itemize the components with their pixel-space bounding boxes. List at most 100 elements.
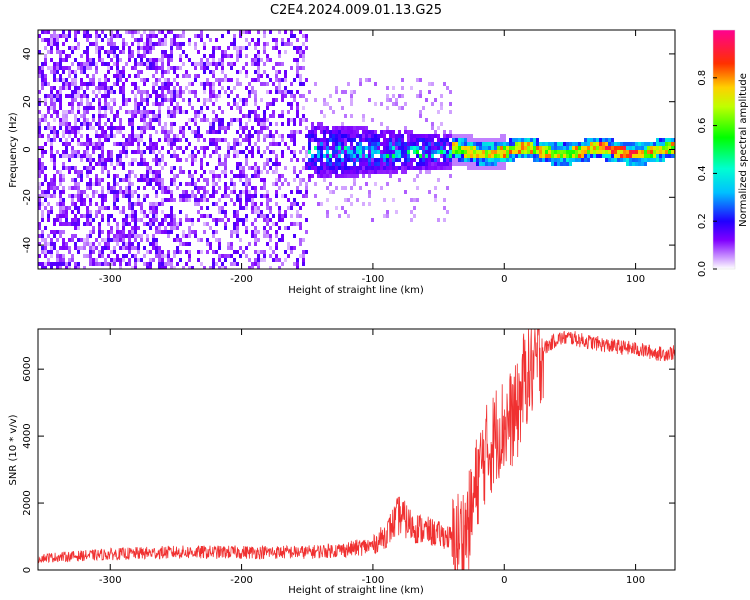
spectrogram-cell xyxy=(620,142,623,146)
spectrogram-cell xyxy=(203,86,206,90)
spectrogram-cell xyxy=(83,246,86,250)
spectrogram-cell xyxy=(392,134,395,138)
spectrogram-cell xyxy=(626,146,629,150)
spectrogram-cell xyxy=(161,210,164,214)
spectrogram-cell xyxy=(362,202,365,206)
spectrogram-cell xyxy=(77,182,80,186)
spectrogram-cell xyxy=(95,70,98,74)
spectrogram-cell xyxy=(353,126,356,130)
spectrogram-cell xyxy=(71,50,74,54)
spectrogram-cell xyxy=(212,186,215,190)
spectrogram-cell xyxy=(203,118,206,122)
spectrogram-cell xyxy=(218,254,221,258)
spectrogram-cell xyxy=(488,162,491,166)
spectrogram-cell xyxy=(116,30,119,34)
spectrogram-cell xyxy=(80,54,83,58)
spectrogram-cell xyxy=(86,154,89,158)
spectrogram-cell xyxy=(116,258,119,262)
spectrogram-cell xyxy=(242,126,245,130)
spectrogram-cell xyxy=(383,130,386,134)
spectrogram-cell xyxy=(158,158,161,162)
spectrogram-cell xyxy=(533,154,536,158)
spectrogram-cell xyxy=(179,138,182,142)
spectrogram-cell xyxy=(89,106,92,110)
spectrogram-cell xyxy=(329,170,332,174)
spectrogram-cell xyxy=(104,94,107,98)
spectrogram-cell xyxy=(269,90,272,94)
spectrogram-cell xyxy=(362,138,365,142)
spectrogram-cell xyxy=(122,210,125,214)
spectrogram-cell xyxy=(278,62,281,66)
spectrogram-cell xyxy=(242,182,245,186)
spectrogram-cell xyxy=(308,150,311,154)
spectrogram-cell xyxy=(491,138,494,142)
spectrogram-cell xyxy=(263,50,266,54)
spectrogram-cell xyxy=(308,90,311,94)
snr-x-tick-label: 0 xyxy=(501,575,507,586)
spectrogram-cell xyxy=(227,122,230,126)
spectrogram-cell xyxy=(617,146,620,150)
spectrogram-cell xyxy=(623,158,626,162)
spectrogram-cell xyxy=(146,66,149,70)
spectrogram-cell xyxy=(47,30,50,34)
spectrogram-cell xyxy=(158,262,161,266)
spectrogram-cell xyxy=(110,226,113,230)
spectrogram-cell xyxy=(50,182,53,186)
spectrogram-cell xyxy=(266,230,269,234)
spectrogram-cell xyxy=(83,34,86,38)
spectrogram-cell xyxy=(194,114,197,118)
spectrogram-cell xyxy=(467,142,470,146)
spectrogram-cell xyxy=(608,150,611,154)
spectrogram-cell xyxy=(590,150,593,154)
spectrogram-cell xyxy=(95,50,98,54)
spectrogram-cell xyxy=(47,210,50,214)
spectrogram-cell xyxy=(407,162,410,166)
spectrogram-cell xyxy=(659,158,662,162)
spectrogram-cell xyxy=(62,30,65,34)
spectrogram-cell xyxy=(362,154,365,158)
spectrogram-cell xyxy=(203,222,206,226)
spectrogram-cell xyxy=(218,118,221,122)
spectrogram-cell xyxy=(98,106,101,110)
spectrogram-cell xyxy=(56,94,59,98)
spectrogram-cell xyxy=(233,210,236,214)
spectrogram-cell xyxy=(128,202,131,206)
spectrogram-cell xyxy=(188,42,191,46)
spectrogram-cell xyxy=(47,190,50,194)
spectrogram-cell xyxy=(248,194,251,198)
spectrogram-cell xyxy=(236,210,239,214)
spectrogram-cell xyxy=(596,150,599,154)
spectrogram-cell xyxy=(248,266,251,269)
spectrogram-cell xyxy=(128,234,131,238)
spectrogram-cell xyxy=(257,250,260,254)
spectrogram-cell xyxy=(116,70,119,74)
spectrogram-cell xyxy=(251,198,254,202)
spectrogram-cell xyxy=(323,134,326,138)
spectrogram-cell xyxy=(65,94,68,98)
spectrogram-cell xyxy=(239,126,242,130)
spectrogram-cell xyxy=(41,86,44,90)
spectrogram-cell xyxy=(257,134,260,138)
spectrogram-cell xyxy=(239,202,242,206)
spectrogram-cell xyxy=(161,70,164,74)
spectrogram-cell xyxy=(263,30,266,34)
spectrogram-cell xyxy=(212,234,215,238)
spectrogram-cell xyxy=(545,142,548,146)
spectrogram-cell xyxy=(110,130,113,134)
spectrogram-cell xyxy=(131,30,134,34)
spectrogram-cell xyxy=(437,138,440,142)
spectrogram-cell xyxy=(41,166,44,170)
spectrogram-cell xyxy=(395,138,398,142)
spectrogram-cell xyxy=(593,146,596,150)
spectrogram-cell xyxy=(83,114,86,118)
spectrogram-cell xyxy=(425,98,428,102)
spectrogram-x-tick-label: 100 xyxy=(626,274,645,285)
spectrogram-cell xyxy=(188,154,191,158)
spectrogram-cell xyxy=(470,154,473,158)
spectrogram-cell xyxy=(320,158,323,162)
spectrogram-cell xyxy=(515,142,518,146)
spectrogram-cell xyxy=(53,110,56,114)
spectrogram-cell xyxy=(74,30,77,34)
spectrogram-y-tick-label: -40 xyxy=(22,237,33,253)
spectrogram-cell xyxy=(389,134,392,138)
